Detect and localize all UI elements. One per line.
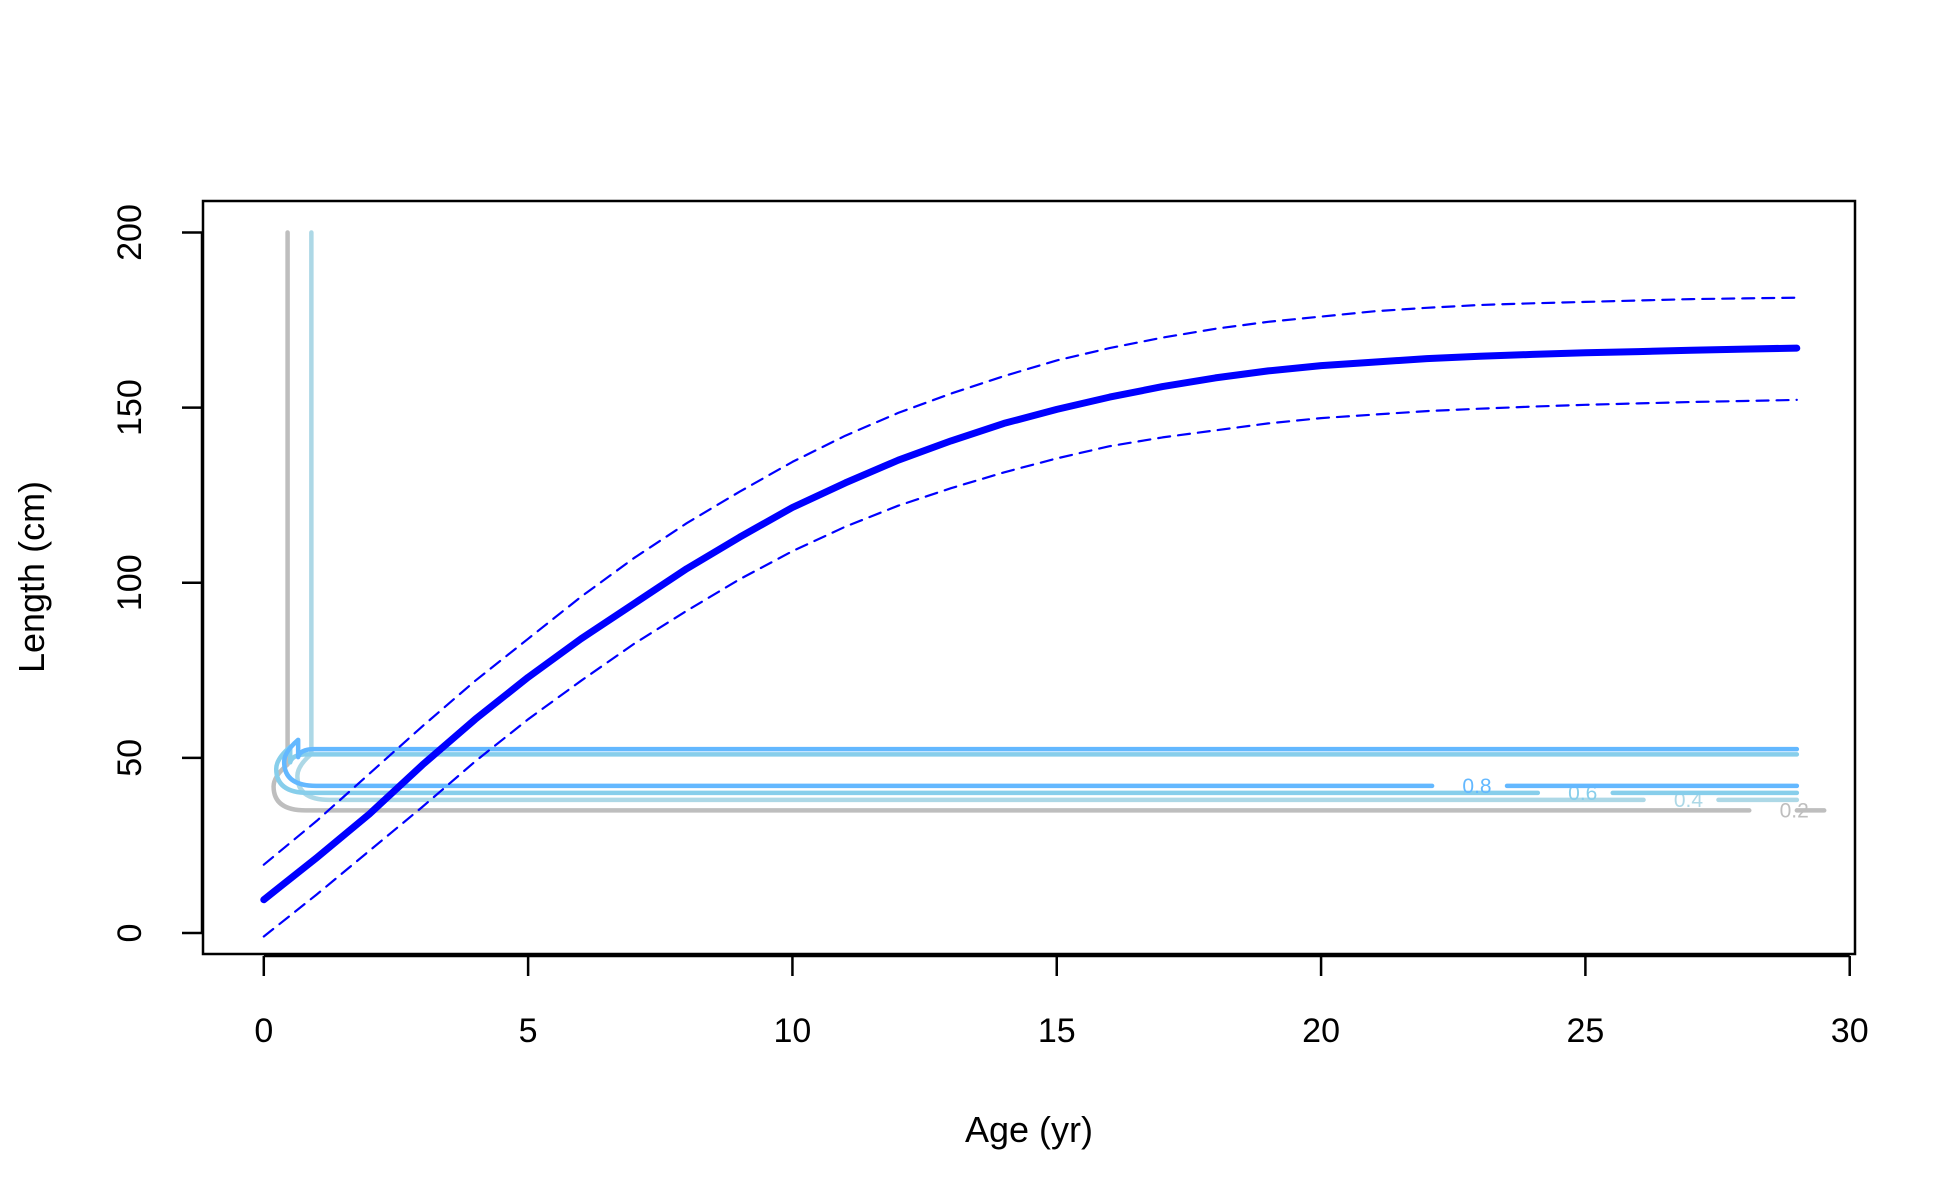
x-tick-label: 10 [774, 1012, 812, 1050]
contour-label: 0.2 [1780, 799, 1809, 822]
series-line-upper [262, 296, 1798, 866]
contour-line [281, 737, 1800, 789]
y-tick-label: 100 [111, 554, 149, 611]
contour-line [295, 230, 1646, 803]
x-axis-title: Age (yr) [965, 1109, 1093, 1150]
y-tick-label: 150 [111, 379, 149, 436]
x-tick-label: 25 [1566, 1012, 1604, 1050]
x-axis: 0 5 10 15 20 25 30 [254, 954, 1869, 1050]
x-tick-label: 0 [254, 1012, 273, 1050]
plot-frame [201, 199, 1857, 956]
y-tick-label: 0 [111, 924, 149, 943]
x-tick-label: 20 [1302, 1012, 1340, 1050]
y-tick-label: 200 [111, 204, 149, 261]
series-layer [260, 296, 1801, 938]
x-tick-label: 15 [1038, 1012, 1076, 1050]
series-line-lower [262, 398, 1798, 938]
contour-line [271, 230, 1752, 813]
x-tick-label: 5 [519, 1012, 538, 1050]
series-line-mean [260, 344, 1801, 904]
y-axis-title: Length (cm) [11, 481, 52, 673]
y-tick-label: 50 [111, 739, 149, 777]
y-axis: 0 50 100 150 200 [111, 204, 204, 943]
contour-label: 0.8 [1462, 775, 1491, 798]
contour-layer: 0.20.40.60.8 [271, 230, 1827, 822]
x-tick-label: 30 [1831, 1012, 1869, 1050]
